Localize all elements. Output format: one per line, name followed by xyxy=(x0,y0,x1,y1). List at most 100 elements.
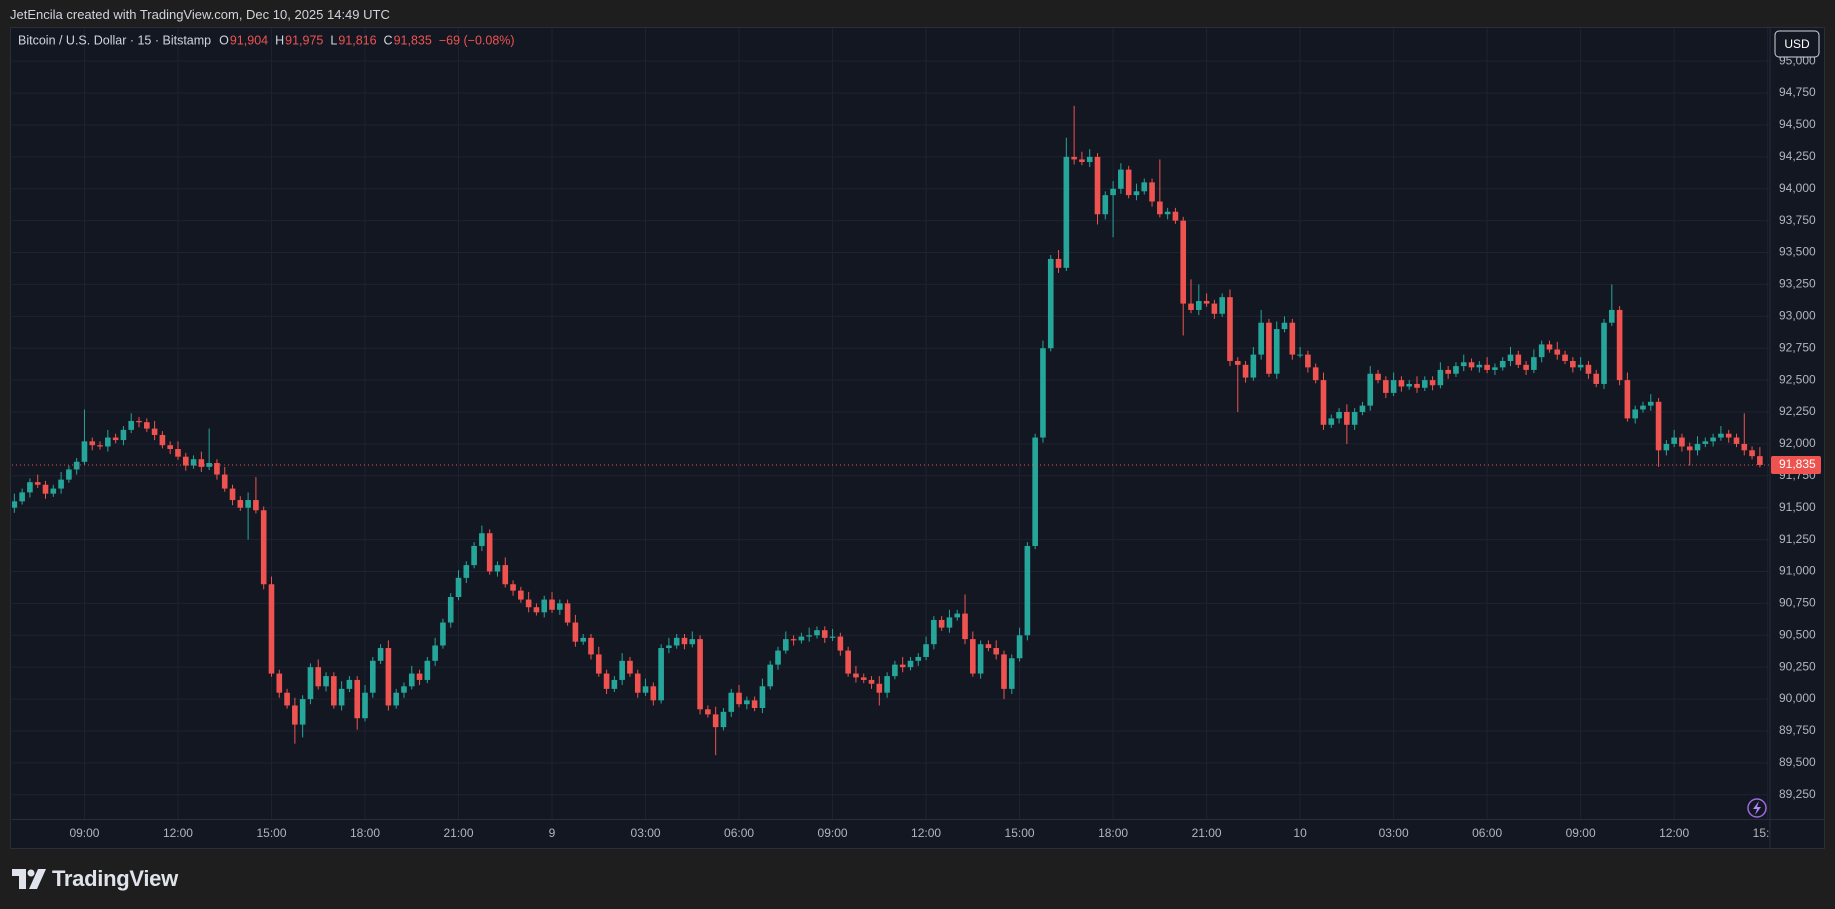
candle-body xyxy=(190,459,197,466)
candle-body xyxy=(1250,354,1257,378)
candle-body xyxy=(432,645,438,661)
candle-body xyxy=(1453,366,1459,374)
candle-body xyxy=(1180,220,1187,304)
candle-body xyxy=(1258,322,1264,355)
icon-ring[interactable] xyxy=(1747,798,1767,818)
candle-body xyxy=(1227,297,1233,361)
y-tick-label: 92,750 xyxy=(1779,340,1816,354)
candle-body xyxy=(1406,383,1413,387)
candle-body xyxy=(1710,437,1716,442)
candle-body xyxy=(1632,409,1638,419)
candle-body xyxy=(1149,182,1155,202)
candle-body xyxy=(985,644,992,649)
ohlc-name: H xyxy=(275,33,284,47)
candle-body xyxy=(884,676,890,693)
candle-body xyxy=(494,565,501,572)
quick-action-icon[interactable] xyxy=(1747,798,1767,818)
candle-body xyxy=(938,619,945,628)
ohlc-value: 91,904 xyxy=(230,33,268,47)
candle-body xyxy=(627,660,633,674)
candle-body xyxy=(268,584,275,674)
candle-body xyxy=(1110,188,1116,196)
candle-body xyxy=(557,603,563,610)
candle-body xyxy=(50,488,57,494)
candle-body xyxy=(1375,373,1381,381)
candle-body xyxy=(829,636,836,638)
candle-body xyxy=(408,673,415,687)
candle-body xyxy=(728,692,735,712)
candle-body xyxy=(502,565,509,585)
candle-body xyxy=(821,630,828,638)
x-tick-label: 15:00 xyxy=(1005,826,1035,840)
candle-body xyxy=(1383,380,1389,393)
candle-body xyxy=(151,428,158,435)
candle-body xyxy=(1671,437,1677,444)
logo-mark xyxy=(12,869,46,889)
x-tick-label: 18:00 xyxy=(1098,826,1128,840)
candle-body xyxy=(1624,380,1631,419)
candle-body xyxy=(650,686,657,701)
candle-body xyxy=(1655,401,1662,451)
candle-body xyxy=(962,613,968,640)
candle-body xyxy=(1001,654,1007,689)
candle-body xyxy=(245,500,251,508)
candle-body xyxy=(128,420,135,430)
candle-body xyxy=(315,667,322,687)
candle-body xyxy=(1297,354,1303,356)
x-tick-label: 12:00 xyxy=(911,826,941,840)
candle-body xyxy=(1094,156,1101,215)
candle-body xyxy=(1398,380,1405,387)
candle-body xyxy=(1554,349,1561,355)
candle-body xyxy=(1040,348,1046,438)
candle-body xyxy=(1086,156,1093,162)
candle-body xyxy=(712,714,719,728)
candle-body xyxy=(1079,159,1085,162)
y-tick-label: 89,750 xyxy=(1779,723,1816,737)
candles xyxy=(12,105,1770,756)
ohlc-value: 91,816 xyxy=(338,33,376,47)
candle-body xyxy=(1196,301,1202,310)
grid xyxy=(12,28,1770,819)
x-tick-label: 03:00 xyxy=(631,826,661,840)
candle-body xyxy=(666,645,672,649)
candle-body xyxy=(1492,367,1498,370)
candle-body xyxy=(401,686,407,693)
candle-body xyxy=(136,420,142,423)
candle-body xyxy=(1679,437,1685,447)
candle-body xyxy=(144,422,150,429)
candle-body xyxy=(1336,412,1342,419)
ohlc-name: L xyxy=(330,33,337,47)
candle-body xyxy=(845,650,851,674)
icon-bolt[interactable] xyxy=(1753,801,1761,815)
y-tick-label: 93,250 xyxy=(1779,277,1816,291)
candle-body xyxy=(759,686,766,709)
candle-body xyxy=(697,639,703,710)
candle-body xyxy=(276,673,283,693)
candle-body xyxy=(66,469,72,480)
candle-body xyxy=(292,705,298,725)
candle-body xyxy=(782,639,789,651)
candle-body xyxy=(1172,211,1179,221)
candle-body xyxy=(1570,360,1576,368)
y-tick-label: 90,750 xyxy=(1779,596,1816,610)
candle-body xyxy=(931,619,937,645)
time-axis: 09:00 12:00 15:00 18:00 21:00 9 03:00 06:00 09:0… xyxy=(69,826,1770,840)
currency-box[interactable] xyxy=(1774,30,1820,58)
candle-body xyxy=(1289,322,1296,355)
x-tick-label: 21:00 xyxy=(1192,826,1222,840)
candle-body xyxy=(1515,354,1522,365)
y-tick-label: 90,500 xyxy=(1779,627,1816,641)
candle-body xyxy=(619,660,625,680)
currency[interactable]: USD xyxy=(1784,37,1810,51)
currency-button[interactable]: USD xyxy=(1774,30,1820,58)
candle-body xyxy=(1320,380,1327,425)
candle-body xyxy=(868,679,875,684)
candle-body xyxy=(1445,369,1451,374)
candle-body xyxy=(1694,443,1701,451)
y-tick-label: 93,750 xyxy=(1779,213,1816,227)
candle-body xyxy=(790,639,797,641)
candle-body xyxy=(175,449,181,457)
candle-body xyxy=(1328,418,1335,425)
y-tick-label: 94,250 xyxy=(1779,149,1816,163)
